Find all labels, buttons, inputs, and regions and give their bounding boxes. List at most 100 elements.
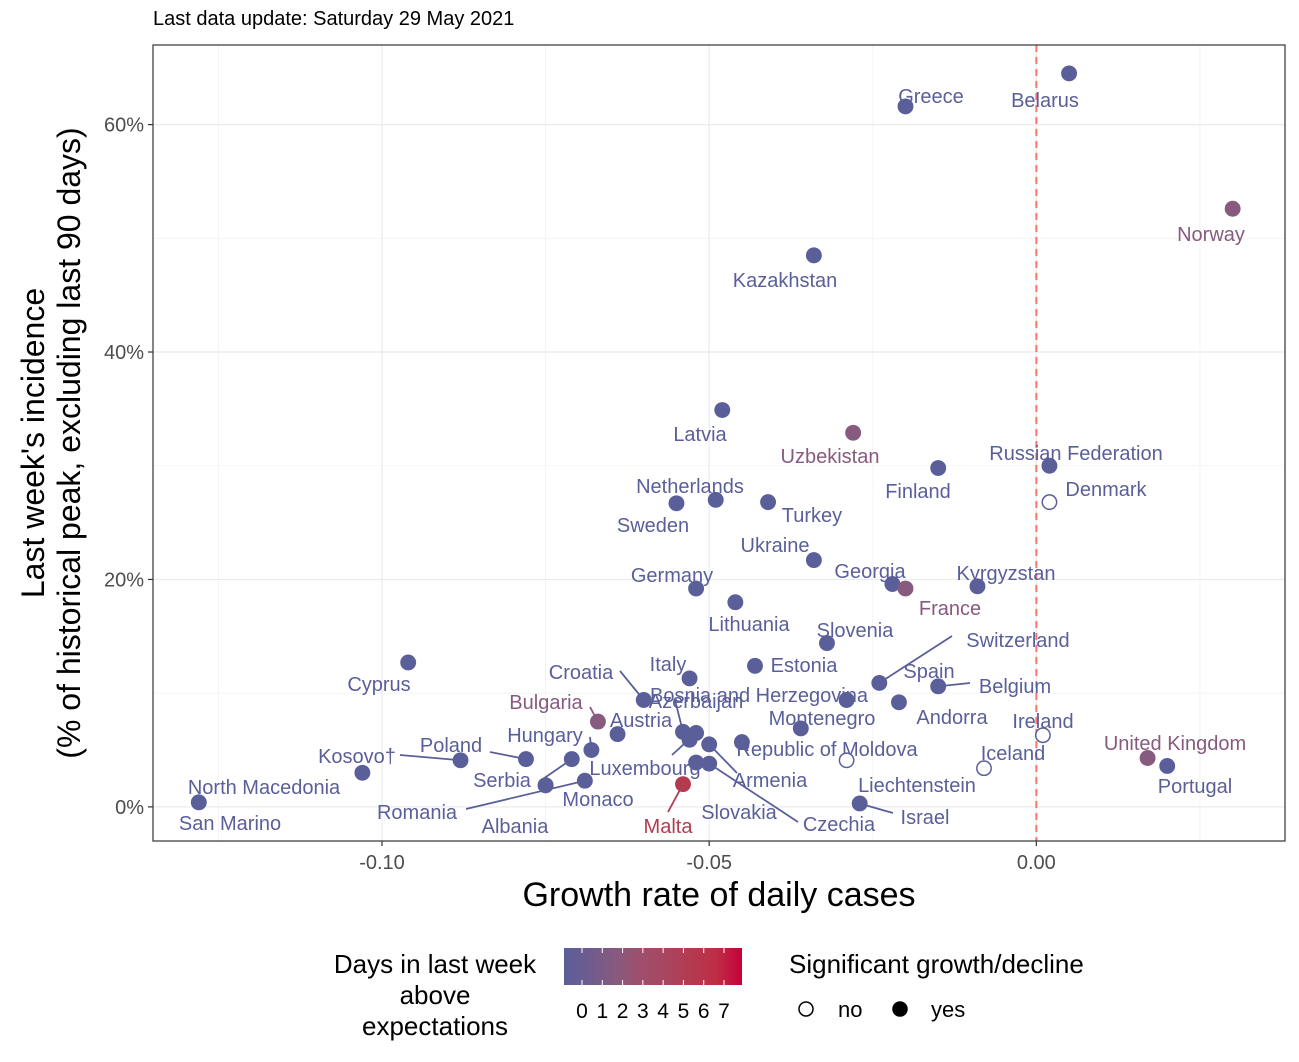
label-monaco: Monaco (562, 789, 633, 811)
point-luxembourg (681, 731, 698, 748)
x-tick-label: 0.00 (1017, 852, 1056, 874)
label-russian-federation: Russian Federation (989, 443, 1162, 465)
x-tick-label: -0.05 (686, 852, 732, 874)
label-norway: Norway (1177, 224, 1245, 246)
legend-shape-title: Significant growth/decline (789, 949, 1084, 979)
point-north-macedonia (354, 764, 371, 781)
legend-no-symbol (798, 1001, 814, 1017)
point-germany (688, 580, 705, 597)
label-ireland: Ireland (1012, 711, 1073, 733)
point-sweden (668, 495, 685, 512)
point-ukraine (805, 552, 822, 569)
point-romania (576, 772, 593, 789)
label-cyprus: Cyprus (347, 674, 410, 696)
point-hungary (583, 742, 600, 758)
y-tick-label: 20% (104, 569, 144, 591)
point-serbia (563, 751, 580, 768)
point-montenegro (792, 720, 809, 737)
label-leader (465, 779, 586, 810)
y-tick-label: 60% (104, 115, 144, 137)
label-iceland: Iceland (981, 743, 1046, 765)
point-monaco (537, 777, 554, 794)
label-slovakia: Slovakia (701, 802, 777, 824)
label-latvia: Latvia (673, 424, 727, 446)
label-azerbaijan: Azerbaijan (649, 691, 744, 713)
label-austria: Austria (610, 710, 673, 732)
point-spain (838, 692, 855, 708)
point-liechtenstein (838, 752, 855, 769)
label-spain: Spain (903, 661, 954, 683)
point-latvia (714, 402, 731, 418)
point-finland (930, 460, 947, 476)
point-croatia (635, 692, 652, 708)
legend-colorbar-label: 7 (718, 1000, 730, 1023)
y-axis-subtitle: (% of historical peak, excluding last 90… (51, 127, 87, 758)
point-norway (1224, 200, 1241, 217)
legend-colorbar-label: 1 (596, 1000, 608, 1023)
point-andorra (890, 694, 907, 711)
label-greece: Greece (898, 86, 964, 108)
label-luxembourg: Luxembourg (589, 758, 700, 780)
legend-colorbar (564, 948, 742, 985)
data-points (190, 65, 1241, 812)
y-tick-label: 0% (115, 797, 144, 819)
point-poland (518, 751, 534, 768)
label-bulgaria: Bulgaria (509, 692, 583, 714)
point-labels: Belarus Greece Norway Kazakhstan Latvia Uzbek… (179, 86, 1246, 838)
point-belgium (930, 678, 947, 695)
point-united-kingdom (1139, 750, 1156, 766)
label-bosnia-and-herzegovina: Bosnia and Herzegovina (650, 685, 869, 707)
legend-no-label: no (838, 997, 862, 1022)
point-slovakia (688, 754, 705, 771)
label-estonia: Estonia (771, 655, 839, 677)
label-portugal: Portugal (1158, 776, 1233, 798)
point-uzbekistan (845, 424, 862, 441)
label-slovenia: Slovenia (817, 620, 895, 642)
label-serbia: Serbia (473, 770, 532, 792)
legend-color-title: expectations (362, 1011, 508, 1041)
point-portugal (1159, 757, 1176, 774)
label-croatia: Croatia (549, 662, 614, 684)
label-leader (708, 762, 799, 823)
label-switzerland: Switzerland (966, 630, 1069, 652)
label-andorra: Andorra (916, 707, 988, 729)
label-republic-of-moldova: Republic of Moldova (736, 739, 918, 761)
point-czechia (701, 755, 718, 772)
label-san-marino: San Marino (179, 813, 281, 835)
label-italy: Italy (650, 654, 687, 676)
legend-color-title: Days in last week (334, 949, 537, 979)
label-albania: Albania (482, 816, 550, 838)
label-poland: Poland (420, 735, 482, 757)
legend-colorbar-label: 0 (576, 1000, 588, 1023)
point-slovenia (819, 635, 835, 652)
point-estonia (747, 657, 763, 674)
x-axis-title: Growth rate of daily cases (522, 876, 915, 914)
point-cyprus (400, 654, 417, 671)
point-italy (681, 670, 698, 687)
label-montenegro: Montenegro (769, 708, 876, 730)
label-united-kingdom: United Kingdom (1104, 733, 1246, 755)
legend-colorbar-label: 2 (617, 1000, 629, 1023)
legend-yes-symbol (892, 1001, 908, 1017)
axes: -0.10 -0.05 0.00 0% 20% 40% 60% Growth rate of … (15, 115, 1056, 914)
label-liechtenstein: Liechtenstein (858, 775, 976, 797)
plot-frame (152, 44, 1286, 842)
label-finland: Finland (885, 481, 951, 503)
point-georgia (884, 576, 901, 592)
point-malta (675, 776, 691, 793)
point-austria (609, 726, 626, 743)
point-france (897, 580, 914, 597)
point-turkey (760, 494, 777, 511)
label-lithuania: Lithuania (708, 614, 790, 636)
label-leader (878, 635, 953, 684)
legend-colorbar-label: 6 (698, 1000, 710, 1023)
point-russian-federation (1041, 457, 1058, 474)
label-belgium: Belgium (979, 676, 1051, 698)
label-czechia: Czechia (803, 814, 876, 836)
y-axis-title: Last week's incidence (15, 288, 51, 598)
legend-colorbar-label: 3 (637, 1000, 649, 1023)
legend-colorbar-label: 4 (657, 1000, 669, 1023)
label-sweden: Sweden (617, 515, 689, 537)
